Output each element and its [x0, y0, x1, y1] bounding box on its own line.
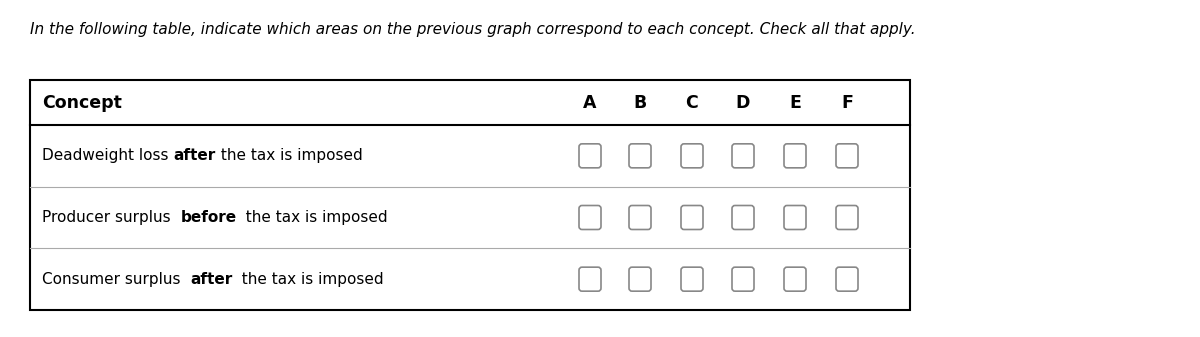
Text: In the following table, indicate which areas on the previous graph correspond to: In the following table, indicate which a… [30, 22, 916, 37]
FancyBboxPatch shape [784, 206, 806, 229]
FancyBboxPatch shape [682, 206, 703, 229]
Text: the tax is imposed: the tax is imposed [236, 210, 388, 225]
FancyBboxPatch shape [629, 144, 650, 168]
FancyBboxPatch shape [732, 267, 754, 291]
FancyBboxPatch shape [732, 206, 754, 229]
Text: E: E [790, 93, 800, 112]
FancyBboxPatch shape [836, 206, 858, 229]
Text: C: C [685, 93, 698, 112]
FancyBboxPatch shape [580, 144, 601, 168]
Text: after: after [191, 272, 233, 287]
FancyBboxPatch shape [580, 206, 601, 229]
Text: after: after [173, 148, 216, 163]
FancyBboxPatch shape [836, 144, 858, 168]
Text: Consumer surplus: Consumer surplus [42, 272, 191, 287]
FancyBboxPatch shape [732, 144, 754, 168]
Text: Producer surplus: Producer surplus [42, 210, 180, 225]
FancyBboxPatch shape [682, 267, 703, 291]
Text: the tax is imposed: the tax is imposed [233, 272, 384, 287]
Text: Deadweight loss: Deadweight loss [42, 148, 173, 163]
FancyBboxPatch shape [784, 267, 806, 291]
FancyBboxPatch shape [784, 144, 806, 168]
Text: A: A [583, 93, 596, 112]
Text: the tax is imposed: the tax is imposed [216, 148, 362, 163]
FancyBboxPatch shape [682, 144, 703, 168]
FancyBboxPatch shape [629, 267, 650, 291]
Text: before: before [180, 210, 236, 225]
Text: Concept: Concept [42, 93, 122, 112]
Bar [30, 80, 910, 310]
Text: F: F [841, 93, 853, 112]
Text: D: D [736, 93, 750, 112]
FancyBboxPatch shape [580, 267, 601, 291]
FancyBboxPatch shape [836, 267, 858, 291]
Text: B: B [634, 93, 647, 112]
FancyBboxPatch shape [629, 206, 650, 229]
